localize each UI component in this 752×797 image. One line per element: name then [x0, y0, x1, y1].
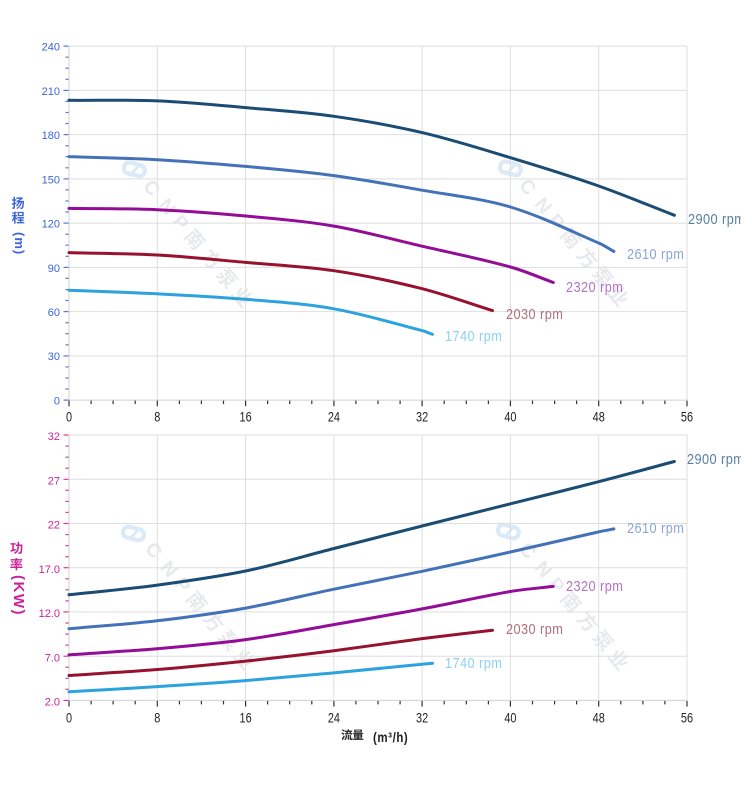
svg-text:27: 27 — [48, 476, 60, 488]
svg-text:150: 150 — [42, 174, 60, 186]
svg-text:40: 40 — [504, 710, 516, 726]
svg-text:40: 40 — [504, 409, 516, 425]
svg-text:180: 180 — [42, 130, 60, 142]
svg-text:56: 56 — [681, 710, 693, 726]
svg-text:60: 60 — [48, 307, 60, 319]
svg-text:24: 24 — [328, 409, 340, 425]
svg-text:16: 16 — [240, 710, 252, 726]
svg-text:56: 56 — [681, 409, 693, 425]
svg-text:N: N — [156, 557, 182, 582]
svg-text:48: 48 — [593, 710, 605, 726]
svg-text:0: 0 — [66, 409, 72, 425]
svg-text:48: 48 — [593, 409, 605, 425]
svg-text:C: C — [138, 176, 164, 201]
svg-text:12.0: 12.0 — [39, 608, 60, 620]
svg-text:C: C — [140, 538, 166, 563]
svg-text:240: 240 — [42, 42, 60, 54]
svg-text:90: 90 — [48, 263, 60, 275]
svg-text:17.0: 17.0 — [39, 564, 60, 576]
svg-text:8: 8 — [154, 409, 160, 425]
svg-text:24: 24 — [328, 710, 340, 726]
svg-text:32: 32 — [416, 409, 428, 425]
svg-text:0: 0 — [66, 710, 72, 726]
svg-text:16: 16 — [240, 409, 252, 425]
svg-text:0: 0 — [54, 396, 60, 408]
svg-text:22: 22 — [48, 520, 60, 532]
svg-text:32: 32 — [416, 710, 428, 726]
svg-text:7.0: 7.0 — [45, 652, 60, 664]
svg-text:120: 120 — [42, 219, 60, 231]
svg-text:P: P — [169, 573, 194, 597]
svg-text:210: 210 — [42, 86, 60, 98]
svg-text:30: 30 — [48, 351, 60, 363]
svg-text:N: N — [530, 557, 556, 582]
svg-text:8: 8 — [154, 710, 160, 726]
svg-text:2.0: 2.0 — [45, 697, 60, 709]
svg-text:32: 32 — [48, 431, 60, 443]
